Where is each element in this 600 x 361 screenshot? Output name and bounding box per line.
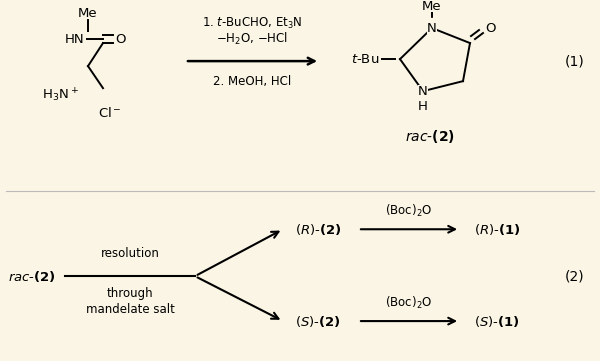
Text: $-$H$_2$O, $-$HCl: $-$H$_2$O, $-$HCl <box>216 31 288 47</box>
Text: (1): (1) <box>565 54 585 68</box>
Text: N: N <box>427 22 437 35</box>
Text: H: H <box>418 100 428 113</box>
Text: Cl$^-$: Cl$^-$ <box>98 106 122 120</box>
Text: $\mathit{rac}$-$\mathbf{(2)}$: $\mathit{rac}$-$\mathbf{(2)}$ <box>405 128 455 145</box>
Text: O: O <box>115 32 125 45</box>
Text: HN: HN <box>65 32 85 45</box>
Text: Me: Me <box>78 6 98 19</box>
Text: $\mathit{rac}$-$\mathbf{(2)}$: $\mathit{rac}$-$\mathbf{(2)}$ <box>8 269 56 284</box>
Text: 2. MeOH, HCl: 2. MeOH, HCl <box>213 75 291 88</box>
Text: $(\mathit{R})$-$\mathbf{(1)}$: $(\mathit{R})$-$\mathbf{(1)}$ <box>473 222 520 237</box>
Text: $(\mathit{R})$-$\mathbf{(2)}$: $(\mathit{R})$-$\mathbf{(2)}$ <box>295 222 341 237</box>
Text: Me: Me <box>422 0 442 13</box>
Text: (2): (2) <box>565 269 585 283</box>
Text: $(\mathit{S})$-$\mathbf{(2)}$: $(\mathit{S})$-$\mathbf{(2)}$ <box>295 314 341 329</box>
Text: $(\mathit{S})$-$\mathbf{(1)}$: $(\mathit{S})$-$\mathbf{(1)}$ <box>474 314 520 329</box>
Text: (Boc)$_2$O: (Boc)$_2$O <box>385 203 433 219</box>
Text: 1. $t$-BuCHO, Et$_3$N: 1. $t$-BuCHO, Et$_3$N <box>202 16 302 31</box>
Text: (Boc)$_2$O: (Boc)$_2$O <box>385 295 433 311</box>
Text: resolution: resolution <box>101 247 160 260</box>
Text: mandelate salt: mandelate salt <box>86 303 175 316</box>
Text: N: N <box>418 85 428 98</box>
Text: through: through <box>107 287 154 300</box>
Text: H$_3$N$^+$: H$_3$N$^+$ <box>41 87 79 104</box>
Text: $t$-Bu: $t$-Bu <box>351 53 379 66</box>
Text: O: O <box>485 22 495 35</box>
